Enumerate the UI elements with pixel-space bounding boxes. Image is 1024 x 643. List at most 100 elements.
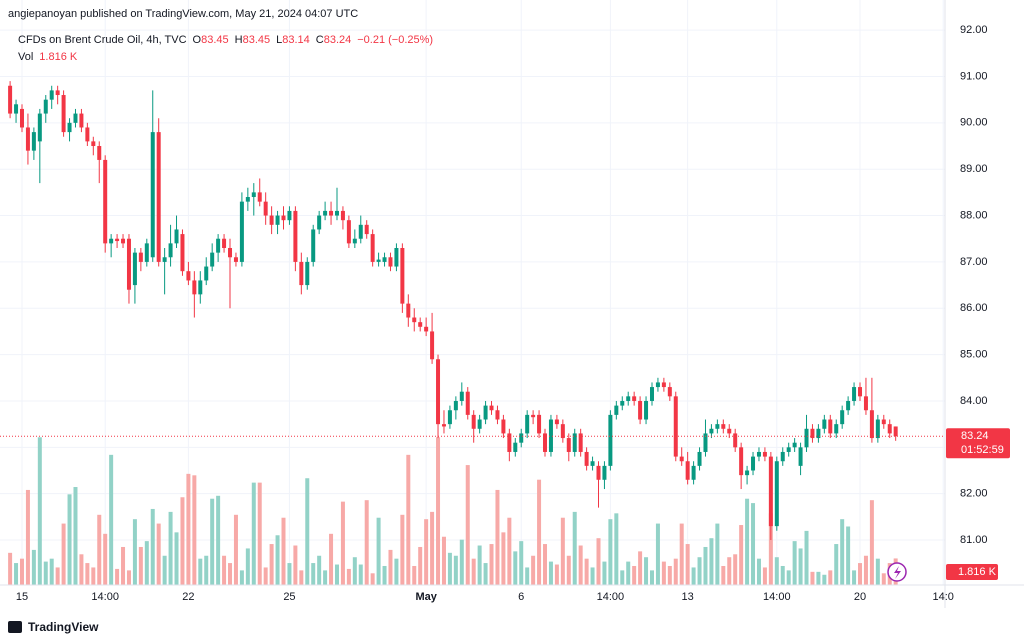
candle-body xyxy=(685,461,690,480)
candle-body xyxy=(352,238,357,244)
replay-bolt xyxy=(894,566,901,579)
ohlc-header: CFDs on Brent Crude Oil, 4h, TVC O83.45 H8… xyxy=(18,34,433,46)
close-value: 83.24 xyxy=(324,34,352,46)
candle-body xyxy=(554,419,559,425)
volume-bar xyxy=(346,568,351,585)
volume-value: 1.816 K xyxy=(39,51,78,63)
last-price-badge xyxy=(946,428,1010,459)
candle-body xyxy=(43,99,48,114)
candle-body xyxy=(834,424,839,434)
candle-body xyxy=(174,229,179,244)
volume-bar xyxy=(828,570,833,585)
candle-body xyxy=(85,127,90,142)
y-tick-label: 82.00 xyxy=(960,488,988,500)
candle-body xyxy=(281,215,286,221)
volume-bar xyxy=(73,487,78,585)
candle-body xyxy=(400,247,405,304)
volume-label: Vol xyxy=(18,51,33,63)
candle-body xyxy=(768,456,773,527)
volume-bar xyxy=(703,546,708,585)
candle-body xyxy=(762,451,767,457)
candle-body xyxy=(453,400,458,411)
volume-bar xyxy=(471,558,476,585)
volume-bar xyxy=(846,526,851,585)
volume-bar xyxy=(233,514,238,585)
volume-bar xyxy=(14,563,19,585)
candle-body xyxy=(798,447,803,466)
candle-body xyxy=(287,210,292,221)
volume-bar xyxy=(210,498,215,585)
candle-body xyxy=(584,451,589,466)
candle-body xyxy=(537,414,542,434)
volume-bar xyxy=(519,541,524,585)
candle-body xyxy=(590,461,595,466)
volume-bar xyxy=(382,565,387,585)
volume-bar xyxy=(584,558,589,585)
footer-brand: TradingView xyxy=(28,620,99,634)
y-tick-label: 86.00 xyxy=(960,302,988,314)
volume-bar xyxy=(376,517,381,585)
volume-bar xyxy=(132,519,137,585)
volume-bar xyxy=(810,571,815,585)
volume-bar xyxy=(786,570,791,585)
y-tick-label: 85.00 xyxy=(960,349,988,361)
candle-body xyxy=(774,461,779,527)
x-tick-label: 13 xyxy=(682,591,694,603)
candle-body xyxy=(376,259,381,262)
volume-bar xyxy=(548,561,553,585)
candle-body xyxy=(346,220,351,244)
volume-bar xyxy=(626,561,631,585)
volume-bar xyxy=(513,551,518,585)
volume-bar xyxy=(388,549,393,585)
candle-body xyxy=(245,197,250,202)
volume-header: Vol 1.816 K xyxy=(18,51,78,63)
volume-bar xyxy=(477,545,482,585)
candle-body xyxy=(869,410,874,439)
x-tick-label: 14:00 xyxy=(91,591,119,603)
candle-body xyxy=(602,465,607,480)
volume-bar xyxy=(697,557,702,585)
volume-bar xyxy=(358,564,363,585)
candle-body xyxy=(323,210,328,216)
candle-body xyxy=(329,210,334,216)
y-tick-label: 91.00 xyxy=(960,70,988,82)
published-line: angiepanoyan published on TradingView.co… xyxy=(8,8,358,20)
volume-bar xyxy=(31,549,36,585)
candle-body xyxy=(132,252,137,286)
volume-bar xyxy=(822,574,827,585)
volume-bar xyxy=(709,538,714,585)
volume-bar xyxy=(465,465,470,585)
volume-bar xyxy=(768,513,773,585)
volume-bar xyxy=(673,558,678,585)
candle-body xyxy=(691,465,696,480)
volume-bar xyxy=(507,517,512,585)
y-tick-label: 92.00 xyxy=(960,24,988,36)
volume-bar xyxy=(115,568,120,585)
volume-bar xyxy=(804,530,809,585)
volume-bar xyxy=(168,511,173,585)
volume-bar xyxy=(228,563,233,585)
volume-bar xyxy=(751,503,756,585)
candle-body xyxy=(519,433,524,443)
candle-body xyxy=(275,215,280,225)
candle-body xyxy=(459,391,464,401)
volume-bar xyxy=(299,570,304,585)
candle-body xyxy=(756,451,761,457)
candle-body xyxy=(210,252,215,267)
candle-body xyxy=(489,405,494,411)
volume-bar xyxy=(323,570,328,585)
volume-bar xyxy=(162,555,167,585)
candle-body xyxy=(228,247,233,258)
volume-bar xyxy=(566,555,571,585)
high-value: 83.45 xyxy=(243,34,271,46)
candle-body xyxy=(649,387,654,401)
candle-body xyxy=(156,132,161,262)
volume-bar xyxy=(483,563,488,585)
candle-body xyxy=(727,428,732,434)
volume-bar xyxy=(721,565,726,585)
volume-bar xyxy=(49,558,54,585)
volume-bar xyxy=(578,545,583,585)
volume-bar xyxy=(8,552,13,585)
candle-body xyxy=(424,326,429,332)
